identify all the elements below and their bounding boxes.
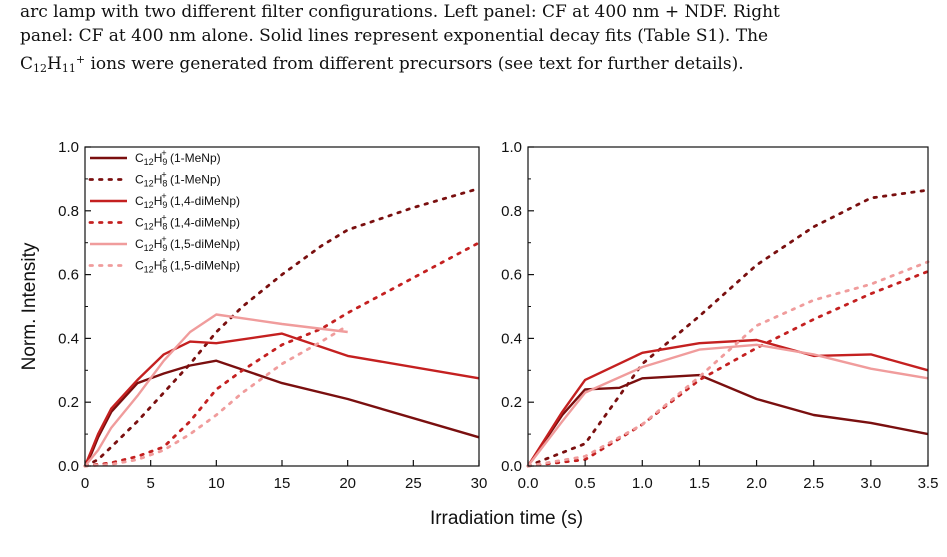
- legend-text-part: 12: [144, 200, 154, 210]
- y-tick-label: 0.2: [58, 394, 79, 411]
- panel-right: 0.0 0.5 1.0 1.5 2.0 2.5 3.0 3.5 0.0 0.2 0.4 0.6 0.8 1…: [501, 139, 938, 492]
- legend-text-part: (1-MeNp): [167, 151, 221, 165]
- y-tick-label: 0.8: [501, 203, 522, 220]
- legend-text-part: +: [161, 256, 166, 266]
- series-line-left-3: [83, 241, 481, 468]
- legend-text-part: C: [135, 151, 144, 165]
- series-line-left-1: [83, 187, 481, 468]
- caption-ion-sub1: 12: [33, 62, 48, 75]
- legend-entry-label: C12H9+ (1-MeNp): [135, 148, 221, 167]
- legend-text-part: +: [161, 170, 166, 180]
- x-tick-label: 25: [405, 475, 422, 492]
- legend-text-part: 12: [144, 179, 154, 189]
- x-axis-label: Irradiation time (s): [430, 508, 583, 529]
- legend-text-part: (1,5-diMeNp): [167, 259, 240, 273]
- series-line-right-1: [526, 188, 930, 468]
- legend-text-part: H: [154, 194, 163, 208]
- panel-left: 0 5 10 15 20 25 30 0.0 0.2 0.4 0.6 0.8 1.0 Norm. Inte…: [19, 139, 487, 492]
- legend-text-part: 8: [162, 179, 167, 189]
- x-tick-label: 2.5: [803, 475, 824, 492]
- legend-text-part: C: [135, 173, 144, 187]
- legend-text-part: C: [135, 216, 144, 230]
- y-tick-label: 0.6: [501, 267, 522, 284]
- caption-ion-c: C: [20, 54, 34, 74]
- y-tick-label: 1.0: [501, 139, 522, 156]
- x-tick-label: 1.0: [632, 475, 653, 492]
- legend-text-part: C: [135, 259, 144, 273]
- x-tick-label: 0.5: [575, 475, 596, 492]
- legend-text-part: 8: [162, 265, 167, 275]
- x-tick-label: 20: [339, 475, 356, 492]
- legend-text-part: C: [135, 237, 144, 251]
- legend-text-part: H: [154, 173, 163, 187]
- y-tick-label: 0.0: [501, 458, 522, 475]
- legend-text-part: H: [154, 259, 163, 273]
- caption-ion-sub2: 11: [61, 62, 76, 75]
- y-tick-label: 0.4: [501, 330, 522, 347]
- legend: C12H9+ (1-MeNp)C12H8+ (1-MeNp)C12H9+ (1,…: [88, 148, 240, 275]
- plot-frame-left: [84, 146, 480, 467]
- caption-ion-sup: +: [75, 53, 86, 66]
- legend-text-part: +: [161, 148, 166, 158]
- caption-line-2: panel: CF at 400 nm alone. Solid lines r…: [20, 26, 769, 46]
- x-tick-label: 10: [208, 475, 225, 492]
- series-line-left-4: [84, 313, 348, 467]
- series-line-right-4: [527, 343, 929, 467]
- legend-text-part: 12: [144, 265, 154, 275]
- legend-text-part: 12: [144, 243, 154, 253]
- y-tick-label: 0.8: [58, 203, 79, 220]
- plot-frame-right: [527, 146, 929, 467]
- y-tick-label: 0.2: [501, 394, 522, 411]
- legend-text-part: +: [161, 191, 166, 201]
- x-tick-label: 30: [471, 475, 488, 492]
- x-tick-label: 0: [81, 475, 89, 492]
- legend-text-part: H: [154, 216, 163, 230]
- x-tick-label: 3.5: [918, 475, 939, 492]
- x-tick-label: 3.0: [860, 475, 881, 492]
- series-line-right-0: [527, 373, 929, 467]
- caption-line-3: C12H11+ ions were generated from differe…: [20, 48, 928, 81]
- y-tick-label: 0.0: [58, 458, 79, 475]
- caption-line-1: arc lamp with two different filter confi…: [20, 2, 780, 22]
- y-tick-label: 1.0: [58, 139, 79, 156]
- legend-text-part: H: [154, 151, 163, 165]
- legend-entry-label: C12H8+ (1,4-diMeNp): [135, 213, 240, 232]
- legend-text-part: (1,5-diMeNp): [167, 237, 240, 251]
- figure-caption: arc lamp with two different filter confi…: [20, 0, 928, 81]
- legend-text-part: H: [154, 237, 163, 251]
- legend-text-part: +: [161, 234, 166, 244]
- x-tick-label: 5: [146, 475, 154, 492]
- y-tick-label: 0.4: [58, 330, 79, 347]
- legend-text-part: (1-MeNp): [167, 173, 221, 187]
- legend-text-part: 9: [162, 157, 167, 167]
- legend-entry-label: C12H9+ (1,5-diMeNp): [135, 234, 240, 253]
- series-line-left-5: [83, 324, 350, 468]
- legend-text-part: 9: [162, 200, 167, 210]
- legend-text-part: 12: [144, 222, 154, 232]
- series-line-right-5: [526, 260, 930, 468]
- legend-text-part: 9: [162, 243, 167, 253]
- caption-rest: ions were generated from different precu…: [85, 54, 744, 74]
- caption-ion-h: H: [47, 54, 62, 74]
- legend-entry-label: C12H8+ (1,5-diMeNp): [135, 256, 240, 275]
- x-tick-label: 1.5: [689, 475, 710, 492]
- legend-entry-label: C12H9+ (1,4-diMeNp): [135, 191, 240, 210]
- series-line-left-2: [83, 332, 480, 467]
- legend-entry-label: C12H8+ (1-MeNp): [135, 170, 221, 189]
- x-tick-label: 2.0: [746, 475, 767, 492]
- legend-text-part: C: [135, 194, 144, 208]
- legend-text-part: (1,4-diMeNp): [167, 216, 240, 230]
- x-tick-label: 0.0: [518, 475, 539, 492]
- legend-text-part: +: [161, 213, 166, 223]
- legend-text-part: 8: [162, 222, 167, 232]
- series-line-right-3: [526, 269, 930, 468]
- series-line-right-2: [526, 338, 929, 467]
- series-line-left-0: [83, 359, 480, 467]
- y-tick-label: 0.6: [58, 267, 79, 284]
- x-tick-label: 15: [274, 475, 291, 492]
- y-axis-label: Norm. Intensity: [19, 242, 40, 370]
- legend-text-part: 12: [144, 157, 154, 167]
- legend-text-part: (1,4-diMeNp): [167, 194, 240, 208]
